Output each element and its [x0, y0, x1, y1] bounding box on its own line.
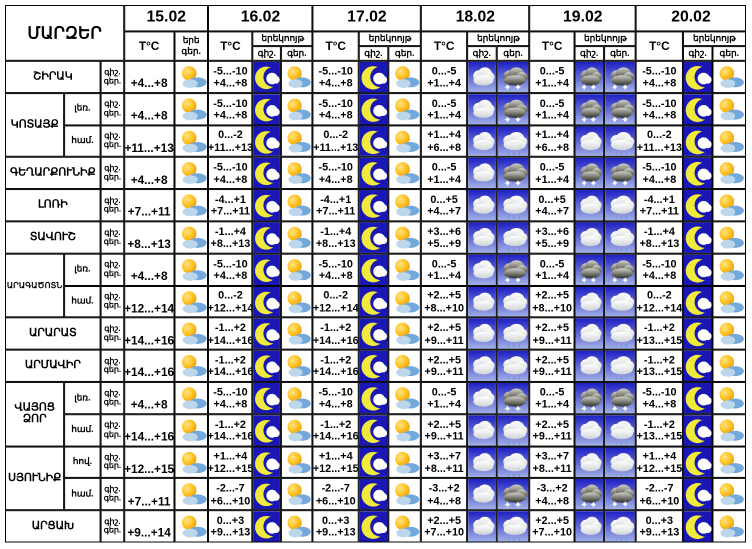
svg-text:✦: ✦: [580, 404, 588, 414]
svg-text:✦: ✦: [514, 83, 522, 93]
svg-text:✦: ✦: [580, 83, 588, 93]
svg-text:✦: ✦: [580, 115, 588, 125]
svg-text:✦: ✦: [610, 275, 618, 285]
svg-text:✦: ✦: [610, 179, 618, 189]
svg-text:✦: ✦: [514, 404, 522, 414]
svg-text:✦: ✦: [514, 179, 522, 189]
svg-text:✦: ✦: [514, 275, 522, 285]
svg-text:✦: ✦: [580, 179, 588, 189]
svg-text:✦: ✦: [580, 500, 588, 510]
svg-text:✦: ✦: [610, 500, 618, 510]
svg-text:✦: ✦: [503, 275, 511, 285]
svg-text:✦: ✦: [621, 179, 629, 189]
svg-text:✦: ✦: [610, 115, 618, 125]
svg-text:✦: ✦: [514, 115, 522, 125]
svg-text:✦: ✦: [621, 404, 629, 414]
svg-text:✦: ✦: [610, 404, 618, 414]
svg-text:✦: ✦: [621, 115, 629, 125]
svg-text:✦: ✦: [621, 83, 629, 93]
svg-text:✦: ✦: [621, 500, 629, 510]
svg-text:✦: ✦: [503, 115, 511, 125]
svg-text:✦: ✦: [503, 404, 511, 414]
svg-text:✦: ✦: [503, 500, 511, 510]
svg-text:✦: ✦: [514, 500, 522, 510]
svg-text:✦: ✦: [610, 83, 618, 93]
svg-text:✦: ✦: [590, 115, 598, 125]
svg-text:✦: ✦: [590, 404, 598, 414]
svg-text:✦: ✦: [590, 179, 598, 189]
svg-text:✦: ✦: [590, 275, 598, 285]
svg-text:✦: ✦: [580, 275, 588, 285]
svg-text:✦: ✦: [503, 83, 511, 93]
svg-text:✦: ✦: [590, 500, 598, 510]
svg-text:✦: ✦: [621, 275, 629, 285]
svg-text:✦: ✦: [503, 179, 511, 189]
svg-text:✦: ✦: [590, 83, 598, 93]
